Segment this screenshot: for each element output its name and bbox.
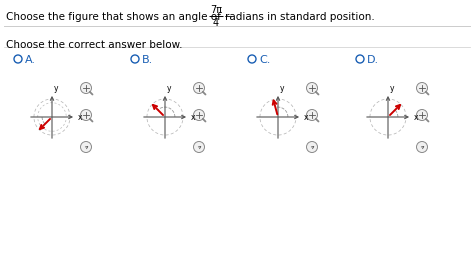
Circle shape <box>193 110 204 121</box>
Circle shape <box>417 83 428 94</box>
Text: 4: 4 <box>213 18 219 28</box>
Text: A.: A. <box>25 55 36 65</box>
Text: radians in standard position.: radians in standard position. <box>225 12 375 22</box>
Text: Choose the correct answer below.: Choose the correct answer below. <box>6 40 182 50</box>
Text: x: x <box>304 113 309 122</box>
Circle shape <box>307 83 318 94</box>
Circle shape <box>307 110 318 121</box>
Text: x: x <box>78 113 82 122</box>
Text: C.: C. <box>259 55 270 65</box>
Text: 7π: 7π <box>210 5 222 15</box>
Text: x: x <box>414 113 419 122</box>
Circle shape <box>81 110 91 121</box>
Text: y: y <box>166 84 171 93</box>
Text: B.: B. <box>142 55 153 65</box>
Circle shape <box>307 142 318 153</box>
Text: y: y <box>280 84 284 93</box>
Circle shape <box>193 83 204 94</box>
Circle shape <box>417 110 428 121</box>
Text: D.: D. <box>367 55 379 65</box>
Circle shape <box>81 83 91 94</box>
Text: y: y <box>390 84 394 93</box>
Circle shape <box>81 142 91 153</box>
Circle shape <box>417 142 428 153</box>
Text: x: x <box>191 113 195 122</box>
Text: Choose the figure that shows an angle of −: Choose the figure that shows an angle of… <box>6 12 233 22</box>
Text: y: y <box>54 84 58 93</box>
Circle shape <box>193 142 204 153</box>
